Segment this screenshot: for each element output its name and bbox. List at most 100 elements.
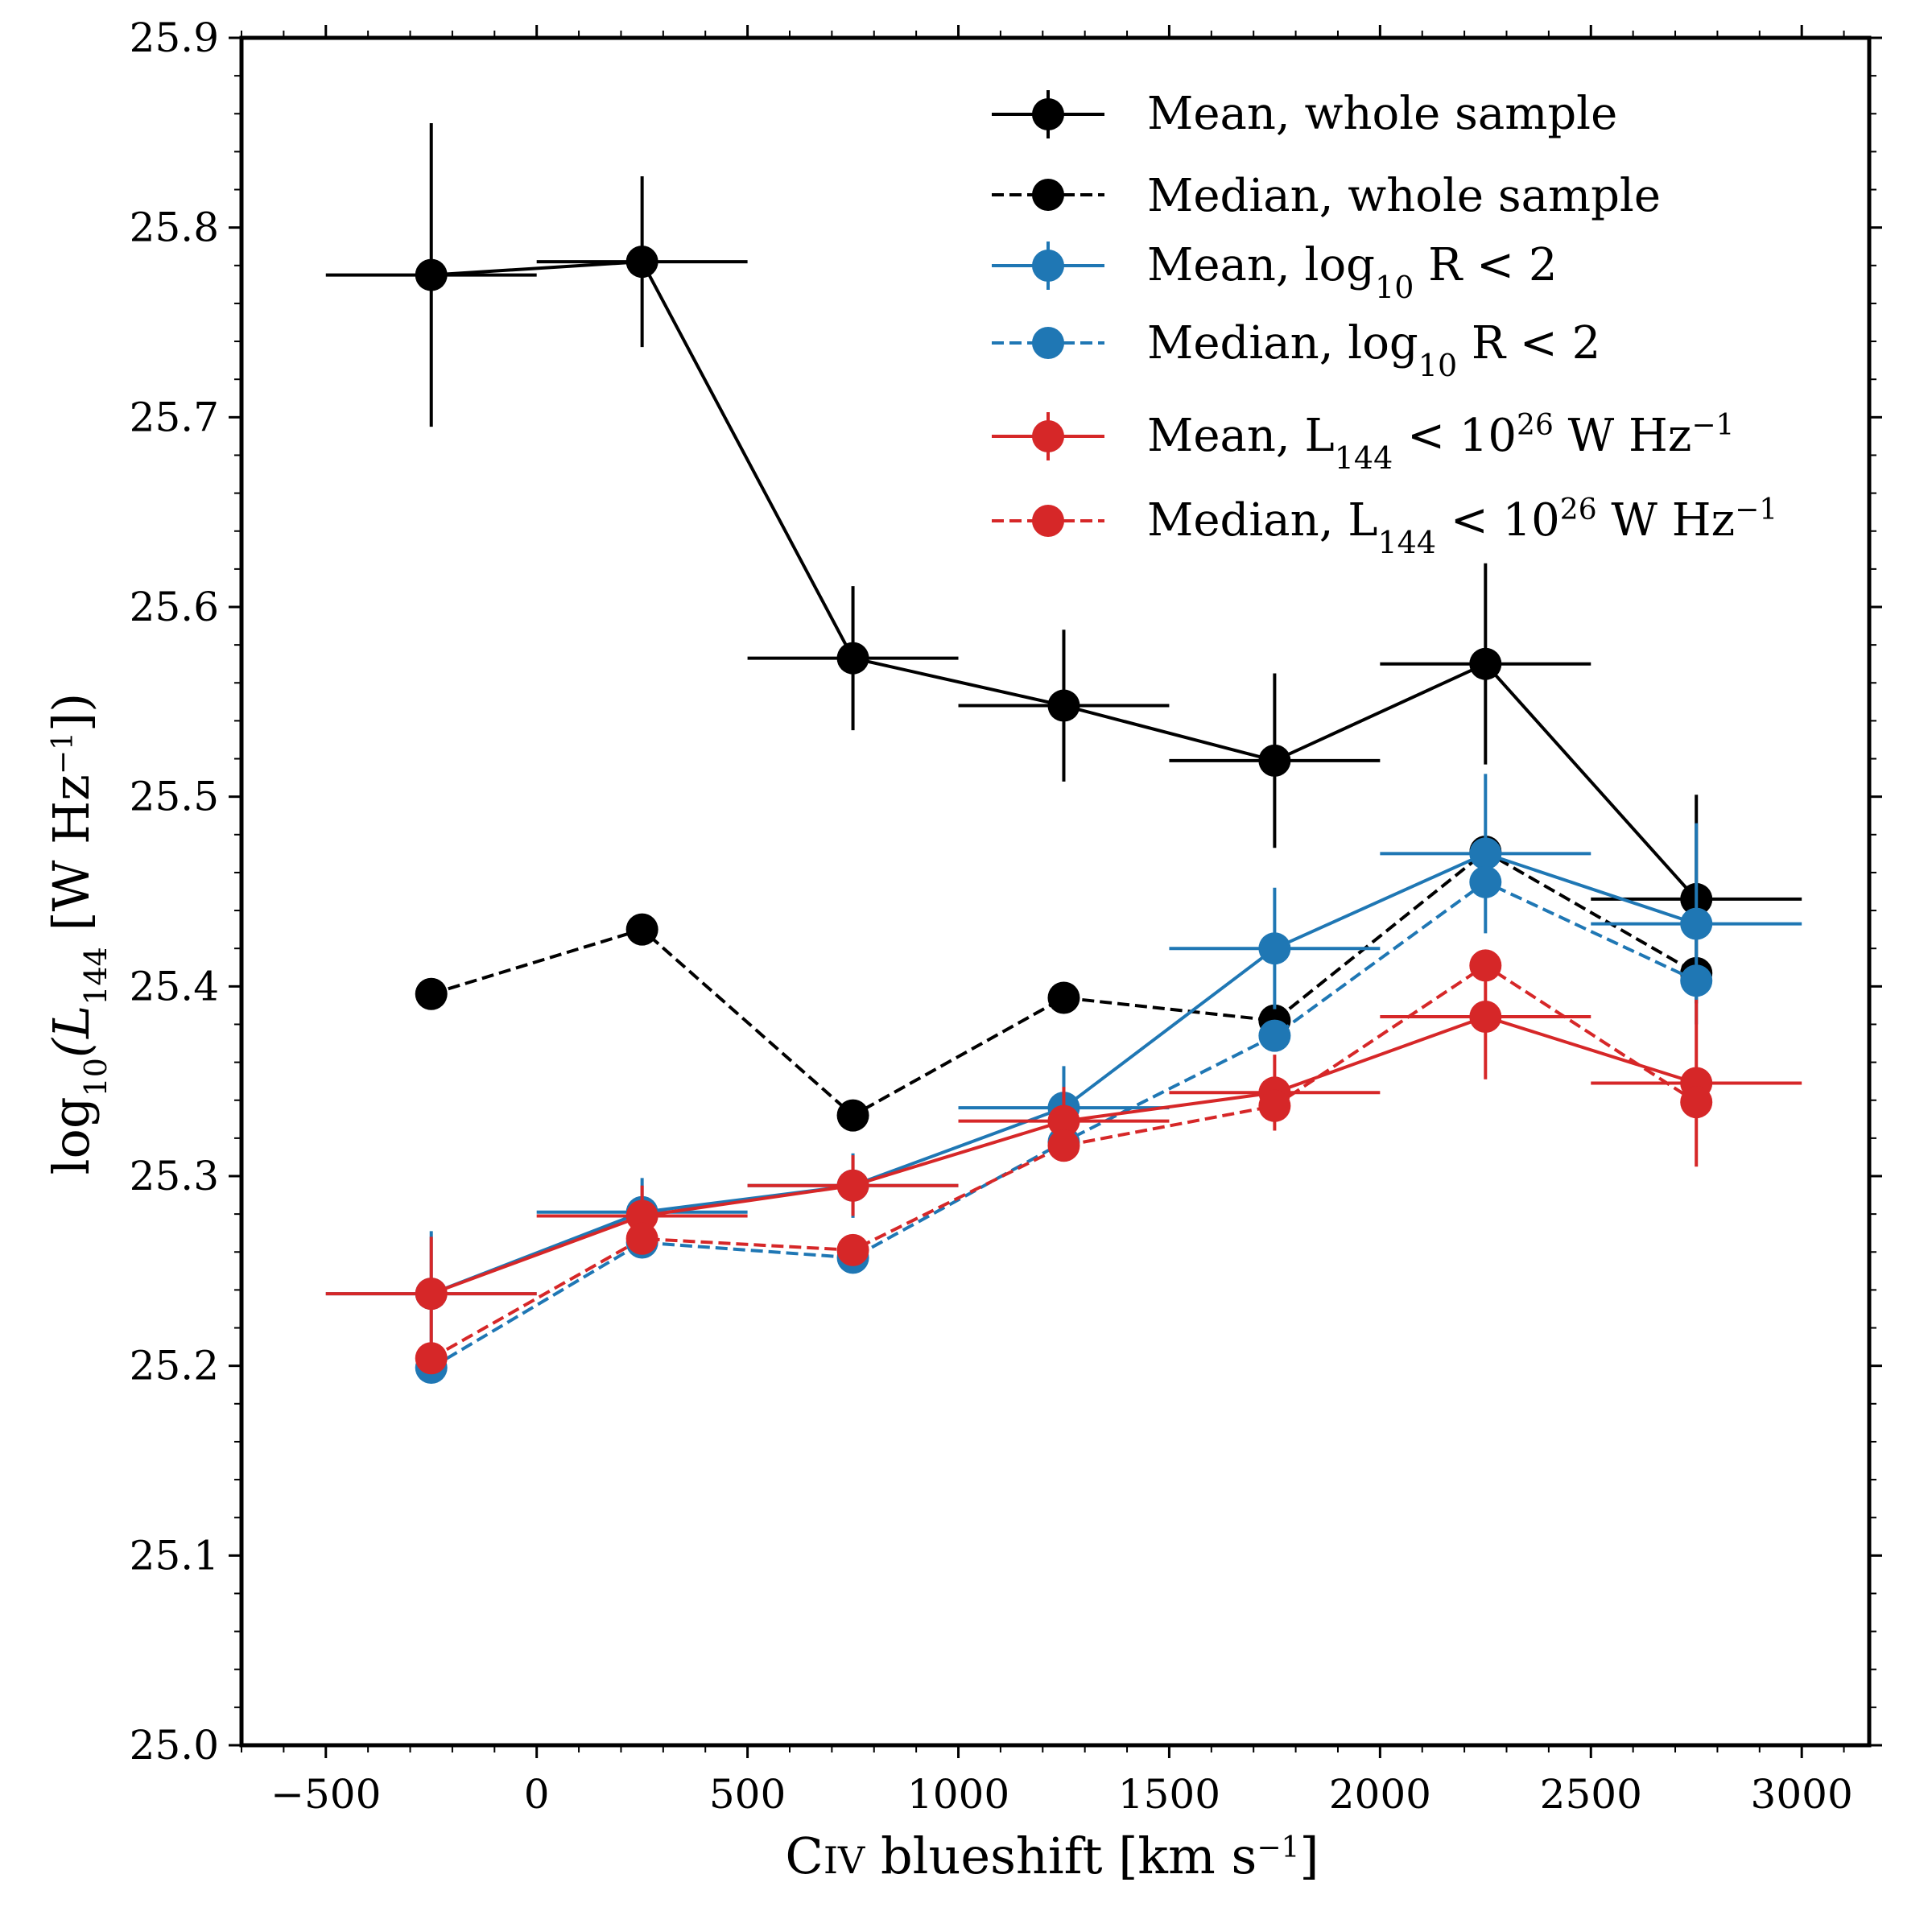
- legend-median-L144-sup2: −1: [1735, 493, 1777, 526]
- legend-label-mean-L144: Mean, L144 < 1026 W Hz−1: [1147, 409, 1734, 477]
- legend-handles: [992, 90, 1104, 537]
- data-point-median-L144: [415, 1342, 448, 1375]
- legend-mean-L144-sup2: −1: [1691, 409, 1734, 442]
- data-point-median-whole: [836, 1099, 869, 1132]
- legend-mean-L144-mid: < 10: [1393, 410, 1517, 462]
- data-point-median-logR: [1469, 865, 1502, 898]
- legend-mean-L144-sub: 144: [1335, 440, 1393, 476]
- y-tick-label: 25.9: [130, 14, 219, 61]
- y-tick-label: 25.1: [130, 1532, 219, 1579]
- legend-median-L144-pre: Median, L: [1147, 494, 1377, 547]
- legend-label-median-L144: Median, L144 < 1026 W Hz−1: [1147, 493, 1777, 561]
- data-point-mean-logR: [1680, 907, 1713, 940]
- data-point-median-L144: [1469, 949, 1502, 982]
- x-axis-title: CIV blueshift [km s−1]: [785, 1827, 1319, 1885]
- data-point-median-whole: [1047, 981, 1080, 1014]
- legend-median-L144-mid: < 10: [1436, 494, 1560, 547]
- data-point-mean-whole: [1469, 647, 1502, 680]
- series-median-L144: [415, 949, 1713, 1375]
- data-point-mean-L144: [836, 1169, 869, 1202]
- data-point-mean-L144: [415, 1278, 448, 1311]
- plot-series: [325, 123, 1802, 1385]
- data-point-median-logR: [1258, 1019, 1291, 1052]
- data-point-median-whole: [625, 913, 658, 946]
- data-point-mean-whole: [625, 246, 658, 279]
- data-point-median-L144: [1680, 1086, 1713, 1119]
- legend-label-median-whole: Median, whole sample: [1147, 170, 1661, 222]
- data-point-mean-whole: [415, 258, 448, 291]
- data-point-mean-whole: [1047, 689, 1080, 722]
- y-axis-title-log-sub: 10: [78, 1058, 114, 1096]
- y-tick-label: 25.8: [130, 204, 219, 251]
- legend-mean-L144-sup: 26: [1517, 409, 1554, 442]
- x-tick-label: 1500: [1118, 1771, 1220, 1818]
- x-tick-label: 0: [524, 1771, 550, 1818]
- x-tick-label: 3000: [1751, 1771, 1853, 1818]
- data-point-median-logR: [1680, 964, 1713, 997]
- y-tick-label: 25.2: [130, 1343, 219, 1389]
- y-axis-title: log10(L144 [W Hz−1]): [42, 693, 114, 1175]
- legend-label-median-logR: Median, log10 R < 2: [1147, 317, 1600, 383]
- data-point-median-L144: [1047, 1129, 1080, 1162]
- data-point-median-whole: [415, 977, 448, 1010]
- x-tick-label: −500: [270, 1771, 381, 1818]
- x-tick-label: 500: [709, 1771, 786, 1818]
- legend-marker-mean-whole: [1032, 98, 1064, 130]
- y-axis-title-L: (L: [42, 1005, 101, 1058]
- x-axis-title-smallcaps: IV: [824, 1839, 865, 1882]
- x-axis-title-sup: −1: [1257, 1831, 1299, 1864]
- legend-marker-median-L144: [1032, 505, 1064, 537]
- y-tick-label: 25.5: [130, 774, 219, 820]
- legend-label-mean-whole: Mean, whole sample: [1147, 88, 1617, 140]
- data-point-median-L144: [625, 1222, 658, 1255]
- legend-marker-median-logR: [1032, 327, 1064, 359]
- legend-marker-median-whole: [1032, 179, 1064, 211]
- legend-marker-mean-L144: [1032, 420, 1064, 452]
- legend-mean-L144-mid2: W Hz: [1554, 410, 1692, 462]
- y-tick-label: 25.6: [130, 584, 219, 630]
- x-tick-label: 2000: [1329, 1771, 1431, 1818]
- x-tick-labels: −500 0 500 1000 1500 2000 2500 3000: [270, 1771, 1853, 1818]
- y-axis-title-units-sup: −1: [47, 732, 80, 774]
- data-point-mean-logR: [1258, 932, 1291, 965]
- major-ticks: [229, 25, 1882, 1758]
- y-tick-label: 25.3: [130, 1153, 219, 1199]
- legend-median-L144-mid2: W Hz: [1597, 494, 1736, 547]
- legend-median-logR-sub: 10: [1418, 348, 1457, 383]
- y-axis-title-log: log: [42, 1096, 101, 1174]
- data-point-mean-L144: [1047, 1104, 1080, 1137]
- data-point-mean-whole: [836, 642, 869, 675]
- y-tick-label: 25.7: [130, 394, 219, 440]
- y-axis-title-end: ]): [42, 693, 101, 732]
- legend-median-L144-sup: 26: [1560, 493, 1597, 526]
- legend-mean-L144-pre: Mean, L: [1147, 410, 1335, 462]
- data-point-median-L144: [1258, 1089, 1291, 1122]
- legend: Mean, whole sample Median, whole sample …: [992, 88, 1777, 560]
- plot-frame: [239, 35, 1872, 1748]
- x-tick-label: 2500: [1540, 1771, 1642, 1818]
- data-point-median-L144: [836, 1233, 869, 1266]
- data-point-mean-logR: [1469, 837, 1502, 870]
- legend-median-L144-sub: 144: [1377, 525, 1436, 560]
- y-tick-label: 25.4: [130, 963, 219, 1009]
- x-axis-title-main: blueshift [km s: [865, 1827, 1257, 1885]
- legend-mean-logR-pre: Mean, log: [1147, 239, 1375, 291]
- series-mean-whole: [325, 123, 1802, 1004]
- data-point-mean-L144: [1469, 1001, 1502, 1034]
- legend-mean-logR-sub: 10: [1375, 270, 1414, 305]
- legend-label-mean-logR: Mean, log10 R < 2: [1147, 239, 1558, 305]
- legend-median-logR-pre: Median, log: [1147, 317, 1418, 369]
- data-point-mean-L144: [625, 1199, 658, 1232]
- legend-mean-logR-post: R < 2: [1414, 239, 1557, 291]
- x-axis-title-end: ]: [1299, 1827, 1319, 1885]
- y-tick-labels: 25.0 25.1 25.2 25.3 25.4 25.5 25.6 25.7 25.8 25.9: [130, 14, 219, 1769]
- y-axis-title-L-sub: 144: [78, 947, 114, 1005]
- x-axis-title-prefix: C: [785, 1827, 823, 1885]
- x-tick-label: 1000: [907, 1771, 1009, 1818]
- y-tick-label: 25.0: [130, 1722, 219, 1769]
- legend-median-logR-post: R < 2: [1457, 317, 1600, 369]
- data-point-mean-whole: [1258, 744, 1291, 777]
- legend-marker-mean-logR: [1032, 250, 1064, 282]
